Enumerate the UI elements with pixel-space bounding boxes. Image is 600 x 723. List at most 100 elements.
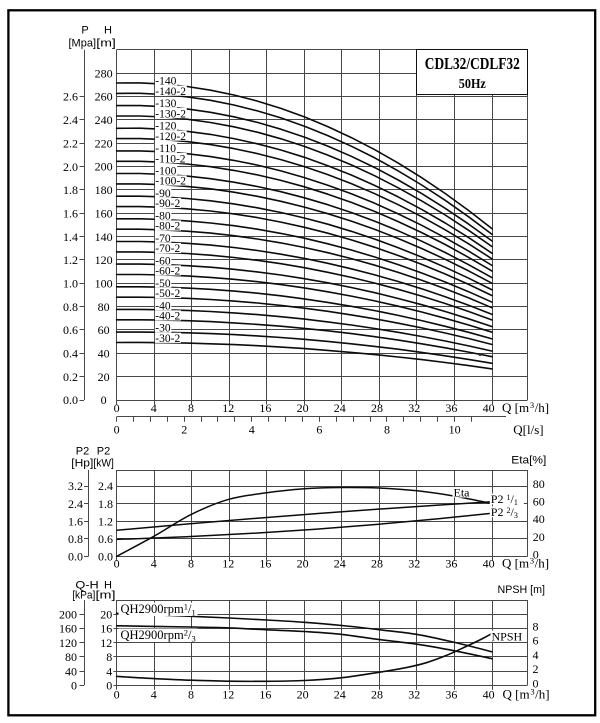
svg-text:140: 140 xyxy=(95,230,113,244)
svg-text:280: 280 xyxy=(95,66,113,80)
svg-text:240: 240 xyxy=(95,113,113,127)
svg-text:-70: -70 xyxy=(155,233,171,245)
svg-text:-90-2: -90-2 xyxy=(155,198,180,210)
svg-text:60: 60 xyxy=(533,495,545,509)
svg-text:12: 12 xyxy=(222,401,234,415)
svg-text:0: 0 xyxy=(114,423,120,437)
svg-text:2: 2 xyxy=(181,423,187,437)
svg-text:0: 0 xyxy=(533,547,539,561)
svg-text:4: 4 xyxy=(249,423,255,437)
svg-text:40: 40 xyxy=(483,401,495,415)
svg-text:-40-2: -40-2 xyxy=(155,311,180,323)
svg-text:32: 32 xyxy=(408,401,420,415)
svg-text:28: 28 xyxy=(371,687,383,701)
svg-text:-30: -30 xyxy=(155,323,171,335)
svg-text:12: 12 xyxy=(222,687,234,701)
svg-text:-50: -50 xyxy=(155,278,171,290)
svg-text:24: 24 xyxy=(334,557,346,571)
svg-text:8: 8 xyxy=(533,619,539,633)
svg-text:8: 8 xyxy=(188,687,194,701)
svg-text:P: P xyxy=(81,25,88,37)
svg-text:28: 28 xyxy=(371,557,383,571)
svg-text:2.0: 2.0 xyxy=(63,160,78,174)
svg-text:4: 4 xyxy=(151,401,157,415)
svg-text:Q[l/s]: Q[l/s] xyxy=(513,422,543,437)
svg-text:20: 20 xyxy=(533,530,545,544)
svg-text:20: 20 xyxy=(297,687,309,701)
svg-text:160: 160 xyxy=(59,622,77,636)
svg-text:Q [m3/h]: Q [m3/h] xyxy=(502,400,549,415)
svg-text:8: 8 xyxy=(188,557,194,571)
svg-text:0.0: 0.0 xyxy=(68,550,83,564)
svg-text:-60-2: -60-2 xyxy=(155,266,180,278)
svg-text:24: 24 xyxy=(334,401,346,415)
svg-text:0.8: 0.8 xyxy=(63,300,78,314)
svg-text:-80: -80 xyxy=(155,210,171,222)
svg-text:60: 60 xyxy=(98,323,110,337)
svg-text:-110-2: -110-2 xyxy=(155,153,185,165)
svg-text:H: H xyxy=(104,25,112,37)
svg-text:16: 16 xyxy=(259,401,271,415)
svg-text:0: 0 xyxy=(101,393,107,407)
svg-text:P2: P2 xyxy=(97,445,110,457)
svg-text:-80-2: -80-2 xyxy=(155,221,180,233)
svg-text:-60: -60 xyxy=(155,255,171,267)
svg-text:QH2900rpm1/1: QH2900rpm1/1 xyxy=(121,602,196,618)
svg-text:4: 4 xyxy=(151,557,157,571)
svg-text:120: 120 xyxy=(95,253,113,267)
svg-text:80: 80 xyxy=(533,477,545,491)
svg-text:0.6: 0.6 xyxy=(98,532,113,546)
svg-text:36: 36 xyxy=(445,401,457,415)
svg-text:50Hz: 50Hz xyxy=(459,77,486,92)
svg-text:-140-2: -140-2 xyxy=(155,86,186,98)
svg-text:P2: P2 xyxy=(76,445,89,457)
svg-text:-130: -130 xyxy=(155,98,176,110)
svg-text:-100-2: -100-2 xyxy=(155,176,186,188)
svg-text:80: 80 xyxy=(65,650,77,664)
svg-text:2.2: 2.2 xyxy=(63,136,78,150)
svg-text:20: 20 xyxy=(297,557,309,571)
svg-text:40: 40 xyxy=(65,664,77,678)
svg-text:8: 8 xyxy=(106,650,112,664)
svg-text:16: 16 xyxy=(259,557,271,571)
svg-text:[Hp]: [Hp] xyxy=(71,457,93,469)
svg-text:[Mpa]: [Mpa] xyxy=(69,38,97,50)
svg-text:6: 6 xyxy=(316,423,322,437)
svg-text:NPSH: NPSH xyxy=(492,629,523,643)
svg-text:80: 80 xyxy=(98,300,110,314)
svg-text:36: 36 xyxy=(445,687,457,701)
svg-text:-140: -140 xyxy=(155,76,176,88)
svg-text:0.8: 0.8 xyxy=(68,532,83,546)
svg-text:P2 1/1: P2 1/1 xyxy=(491,492,518,507)
svg-text:1.6: 1.6 xyxy=(63,206,78,220)
svg-text:Q-H: Q-H xyxy=(75,579,98,591)
svg-text:-100: -100 xyxy=(155,165,176,177)
svg-text:0.0: 0.0 xyxy=(63,393,78,407)
svg-text:8: 8 xyxy=(188,401,194,415)
svg-text:20: 20 xyxy=(297,401,309,415)
svg-text:[m]: [m] xyxy=(96,589,116,601)
svg-text:Eta[%]: Eta[%] xyxy=(511,454,546,466)
svg-text:2.4: 2.4 xyxy=(63,113,78,127)
svg-text:0: 0 xyxy=(71,679,77,693)
svg-text:180: 180 xyxy=(95,183,113,197)
svg-text:QH2900rpm2/3: QH2900rpm2/3 xyxy=(121,628,196,644)
svg-text:2.4: 2.4 xyxy=(68,497,83,511)
svg-text:H: H xyxy=(104,579,112,591)
svg-text:-130-2: -130-2 xyxy=(155,108,186,120)
svg-text:Q [m3/h]: Q [m3/h] xyxy=(503,686,550,701)
svg-text:220: 220 xyxy=(95,136,113,150)
svg-text:-120-2: -120-2 xyxy=(155,131,186,143)
svg-text:2.4: 2.4 xyxy=(98,479,113,493)
svg-text:32: 32 xyxy=(408,557,420,571)
svg-text:4: 4 xyxy=(533,648,539,662)
svg-text:8: 8 xyxy=(384,423,390,437)
svg-text:[kW]: [kW] xyxy=(93,457,114,469)
svg-text:200: 200 xyxy=(95,160,113,174)
svg-text:0.6: 0.6 xyxy=(63,323,78,337)
svg-text:4: 4 xyxy=(106,664,112,678)
svg-text:1.6: 1.6 xyxy=(68,514,83,528)
svg-text:20: 20 xyxy=(98,370,110,384)
svg-text:28: 28 xyxy=(371,401,383,415)
svg-text:[m]: [m] xyxy=(96,38,116,50)
